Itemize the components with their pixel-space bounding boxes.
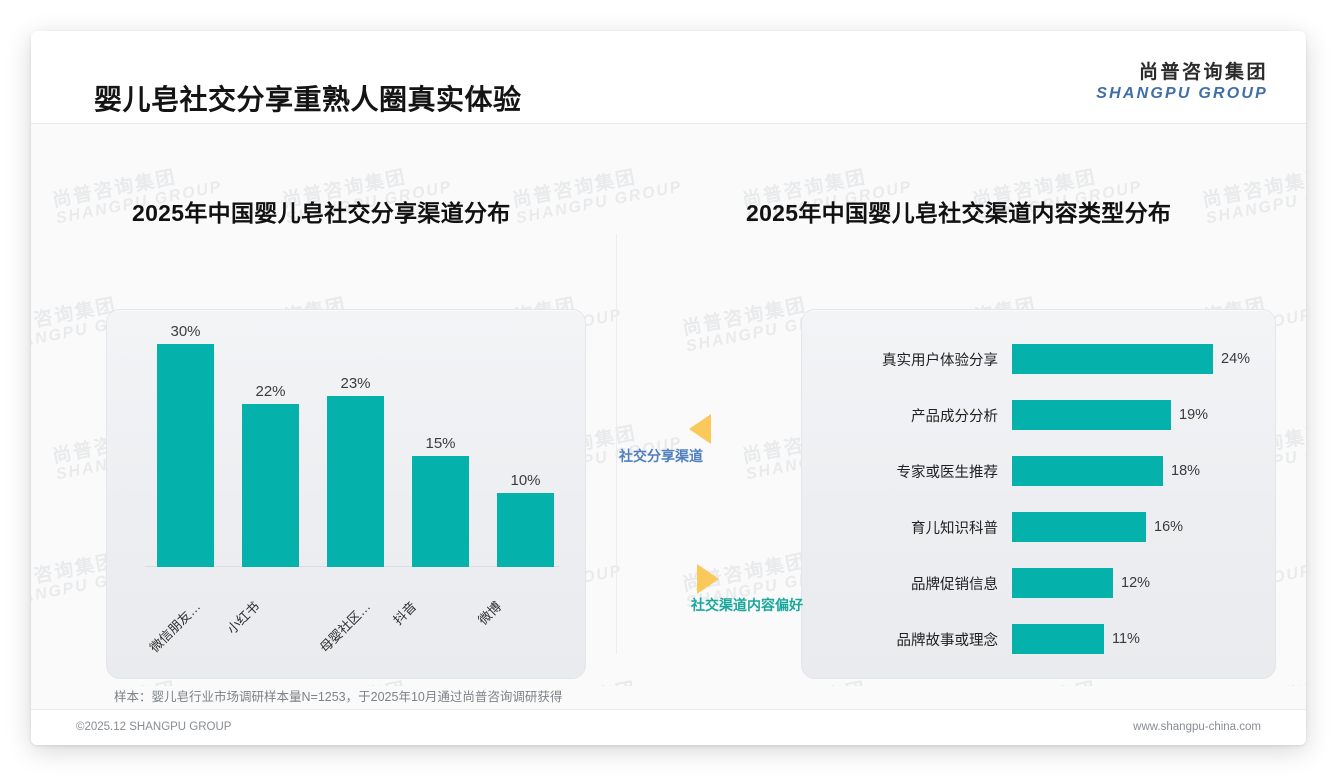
bar-row: 品牌促销信息 12% [816,568,1263,598]
bar-row: 专家或医生推荐 18% [816,456,1263,486]
bar-category-label: 专家或医生推荐 [896,464,999,481]
bar-row: 品牌故事或理念 11% [816,624,1263,654]
bar-category-label: 小红书 [224,598,263,637]
bar-rect [1012,344,1213,374]
bar-category-label: 微信朋友… [146,598,204,656]
bar-value-label: 18% [1171,463,1201,479]
slide-footer: ©2025.12 SHANGPU GROUP www.shangpu-china… [31,710,1306,745]
center-divider [616,234,617,654]
horizontal-bar-plot-area: 真实用户体验分享 24% 产品成分分析 19% 专家或医生推荐 18% 育儿知识科普 16% 品… [816,336,1263,660]
bar-value-label: 19% [1179,407,1209,423]
footer-divider [31,709,1306,710]
annotation-content-preference: 社交渠道内容偏好 [691,564,803,615]
bar-column: 23% [327,370,384,567]
bar-value-label: 15% [425,435,456,452]
annotation-social-share-channel: 社交分享渠道 [619,414,711,466]
bar-value-label: 11% [1112,631,1140,647]
brand-logo: 尚普咨询集团 SHANGPU GROUP [1096,63,1268,102]
triangle-left-icon [689,414,711,444]
bar-row: 真实用户体验分享 24% [816,344,1263,374]
content-type-chart: 真实用户体验分享 24% 产品成分分析 19% 专家或医生推荐 18% 育儿知识科普 16% 品… [801,309,1276,679]
page-title: 婴儿皂社交分享重熟人圈真实体验 [94,84,522,115]
website-link[interactable]: www.shangpu-china.com [1133,721,1261,733]
bar-column: 30% [157,318,214,567]
bar-row: 产品成分分析 19% [816,400,1263,430]
vertical-bar-plot-area: 30% 微信朋友… 22% 小红书 23% 母婴社区… 15% 抖音 10% 微博 [129,323,569,655]
bar-rect [1012,624,1104,654]
bar-category-label: 育儿知识科普 [911,520,998,537]
bar-column: 10% [497,467,554,567]
bar-category-label: 微博 [475,598,505,628]
annotation-pref-label: 社交渠道内容偏好 [691,597,803,613]
bar-rect [327,396,384,567]
slide-header: 婴儿皂社交分享重熟人圈真实体验 尚普咨询集团 SHANGPU GROUP [31,31,1306,123]
right-chart-title: 2025年中国婴儿皂社交渠道内容类型分布 [746,200,1172,226]
bar-category-label: 品牌故事或理念 [896,632,999,649]
bar-category-label: 品牌促销信息 [911,576,998,593]
bar-value-label: 12% [1121,575,1151,591]
bar-rect [497,493,554,567]
slide-card: 婴儿皂社交分享重熟人圈真实体验 尚普咨询集团 SHANGPU GROUP 尚普咨… [31,31,1306,745]
bar-rect [157,344,214,567]
logo-english-text: SHANGPU GROUP [1096,85,1268,102]
bar-rect [1012,512,1146,542]
triangle-right-icon [697,564,719,594]
bar-value-label: 22% [255,383,286,400]
bar-value-label: 24% [1221,351,1251,367]
bar-value-label: 10% [510,472,541,489]
bar-rect [1012,568,1113,598]
bar-rect [242,404,299,567]
annotation-share-label: 社交分享渠道 [619,448,703,464]
bar-value-label: 23% [340,375,371,392]
social-share-channel-chart: 30% 微信朋友… 22% 小红书 23% 母婴社区… 15% 抖音 10% 微博 [106,309,586,679]
logo-chinese-text: 尚普咨询集团 [1138,62,1268,83]
left-chart-title: 2025年中国婴儿皂社交分享渠道分布 [132,200,511,226]
bar-rect [1012,456,1163,486]
bar-column: 22% [242,378,299,567]
sample-footnote: 样本：婴儿皂行业市场调研样本量N=1253，于2025年10月通过尚普咨询调研获… [114,690,563,704]
bar-rect [1012,400,1171,430]
bar-row: 育儿知识科普 16% [816,512,1263,542]
bar-rect [412,456,469,567]
bar-column: 15% [412,430,469,567]
header-divider [31,123,1306,124]
bar-category-label: 抖音 [390,598,420,628]
bar-category-label: 母婴社区… [316,598,374,656]
bar-category-label: 产品成分分析 [911,408,998,425]
bar-value-label: 16% [1154,519,1184,535]
bar-category-label: 真实用户体验分享 [882,352,998,369]
slide-body: 尚普咨询集团 SHANGPU GROUP 尚普咨询集团 SHANGPU GROUP 尚普… [31,124,1306,686]
copyright-text: ©2025.12 SHANGPU GROUP [76,721,232,733]
bar-value-label: 30% [170,323,201,340]
